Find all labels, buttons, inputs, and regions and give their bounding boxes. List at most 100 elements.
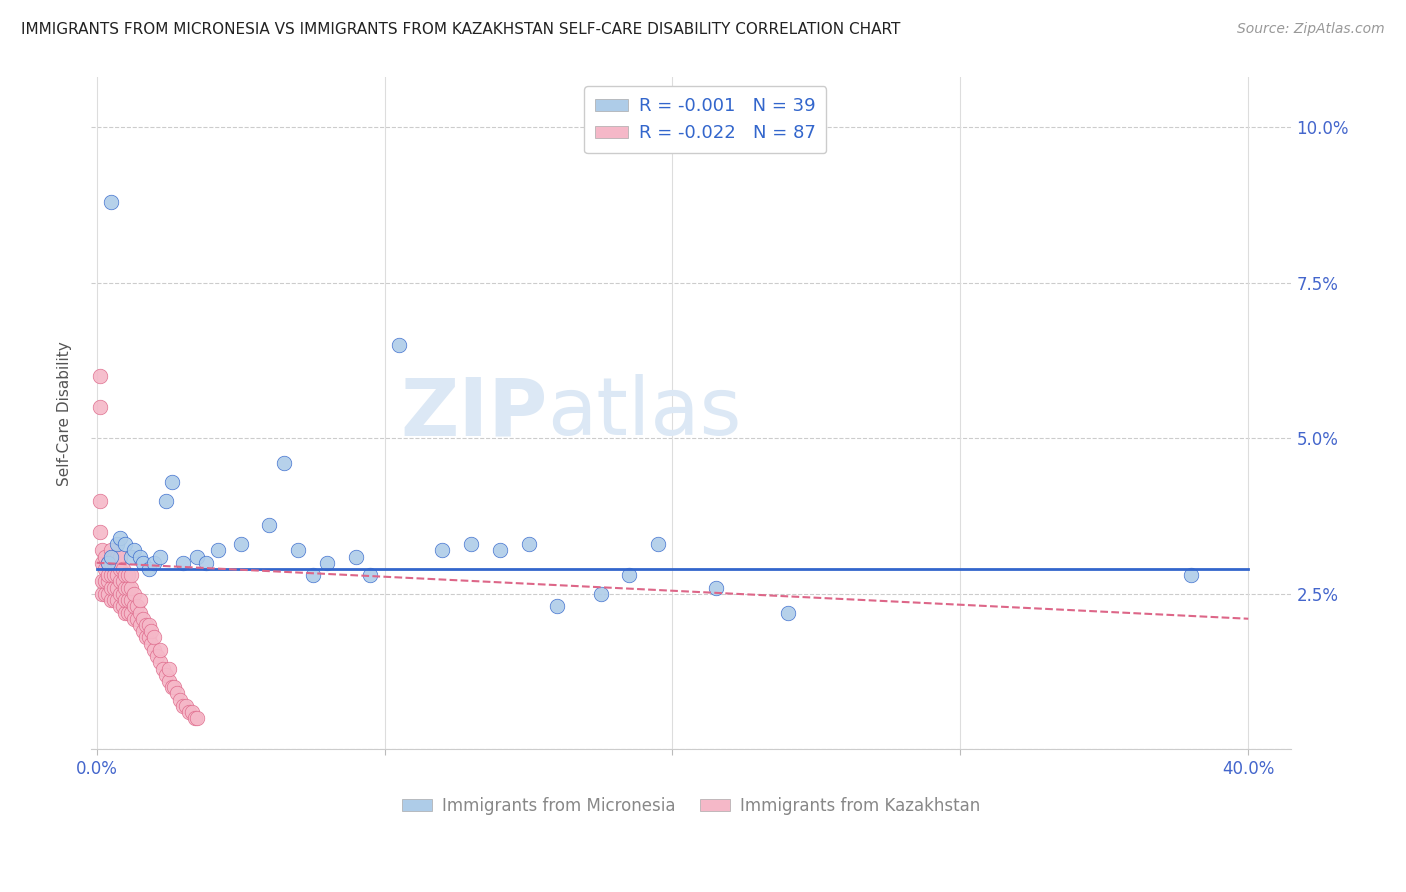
Point bbox=[128, 618, 150, 632]
Point bbox=[143, 556, 166, 570]
Point bbox=[100, 556, 122, 570]
Point bbox=[108, 531, 131, 545]
Text: Source: ZipAtlas.com: Source: ZipAtlas.com bbox=[1237, 22, 1385, 37]
Point bbox=[97, 568, 120, 582]
Point bbox=[117, 568, 139, 582]
Point bbox=[195, 556, 218, 570]
Point bbox=[91, 587, 114, 601]
Point bbox=[160, 680, 183, 694]
Point bbox=[704, 581, 727, 595]
Point bbox=[172, 698, 194, 713]
Point bbox=[143, 631, 166, 645]
Point bbox=[229, 537, 252, 551]
Point bbox=[97, 556, 120, 570]
Point bbox=[149, 655, 172, 669]
Point bbox=[183, 711, 205, 725]
Point bbox=[157, 661, 180, 675]
Point bbox=[120, 549, 142, 564]
Point bbox=[273, 456, 295, 470]
Point bbox=[132, 556, 155, 570]
Point bbox=[460, 537, 482, 551]
Point bbox=[135, 618, 157, 632]
Point bbox=[117, 593, 139, 607]
Point bbox=[122, 587, 145, 601]
Point bbox=[100, 543, 122, 558]
Point bbox=[128, 549, 150, 564]
Point bbox=[149, 549, 172, 564]
Point bbox=[430, 543, 453, 558]
Text: ZIP: ZIP bbox=[399, 375, 547, 452]
Point bbox=[100, 568, 122, 582]
Point bbox=[103, 581, 125, 595]
Legend: Immigrants from Micronesia, Immigrants from Kazakhstan: Immigrants from Micronesia, Immigrants f… bbox=[395, 790, 987, 822]
Point bbox=[120, 593, 142, 607]
Point bbox=[152, 661, 174, 675]
Point bbox=[89, 369, 111, 384]
Point bbox=[100, 194, 122, 209]
Point bbox=[120, 568, 142, 582]
Point bbox=[359, 568, 381, 582]
Point bbox=[301, 568, 323, 582]
Point bbox=[91, 543, 114, 558]
Point bbox=[155, 493, 177, 508]
Point bbox=[163, 680, 186, 694]
Point bbox=[108, 599, 131, 614]
Point bbox=[100, 581, 122, 595]
Point bbox=[120, 606, 142, 620]
Point bbox=[589, 587, 612, 601]
Point bbox=[125, 599, 148, 614]
Point bbox=[388, 338, 411, 352]
Y-axis label: Self-Care Disability: Self-Care Disability bbox=[58, 341, 72, 486]
Point bbox=[105, 537, 128, 551]
Point bbox=[125, 612, 148, 626]
Point bbox=[103, 556, 125, 570]
Point bbox=[1180, 568, 1202, 582]
Point bbox=[546, 599, 568, 614]
Point bbox=[166, 686, 188, 700]
Point bbox=[132, 612, 155, 626]
Point bbox=[120, 581, 142, 595]
Point bbox=[155, 667, 177, 681]
Point bbox=[619, 568, 641, 582]
Point bbox=[108, 587, 131, 601]
Point bbox=[105, 581, 128, 595]
Point bbox=[776, 606, 799, 620]
Point bbox=[169, 692, 191, 706]
Point bbox=[117, 581, 139, 595]
Point bbox=[143, 643, 166, 657]
Point bbox=[132, 624, 155, 639]
Point bbox=[138, 631, 160, 645]
Point bbox=[114, 581, 136, 595]
Point bbox=[141, 624, 163, 639]
Point bbox=[647, 537, 669, 551]
Point bbox=[160, 475, 183, 489]
Point bbox=[105, 549, 128, 564]
Point bbox=[517, 537, 540, 551]
Point bbox=[146, 648, 169, 663]
Point bbox=[135, 631, 157, 645]
Point bbox=[108, 549, 131, 564]
Point bbox=[488, 543, 510, 558]
Point bbox=[94, 562, 117, 576]
Point bbox=[100, 593, 122, 607]
Point bbox=[114, 606, 136, 620]
Point bbox=[128, 593, 150, 607]
Text: IMMIGRANTS FROM MICRONESIA VS IMMIGRANTS FROM KAZAKHSTAN SELF-CARE DISABILITY CO: IMMIGRANTS FROM MICRONESIA VS IMMIGRANTS… bbox=[21, 22, 900, 37]
Point bbox=[128, 606, 150, 620]
Point bbox=[94, 574, 117, 589]
Point bbox=[105, 556, 128, 570]
Point bbox=[97, 574, 120, 589]
Point bbox=[103, 549, 125, 564]
Text: atlas: atlas bbox=[547, 375, 741, 452]
Point bbox=[174, 698, 197, 713]
Point bbox=[105, 593, 128, 607]
Point bbox=[138, 562, 160, 576]
Point bbox=[111, 574, 134, 589]
Point bbox=[108, 562, 131, 576]
Point bbox=[117, 606, 139, 620]
Point bbox=[138, 618, 160, 632]
Point bbox=[97, 556, 120, 570]
Point bbox=[103, 568, 125, 582]
Point bbox=[89, 524, 111, 539]
Point bbox=[157, 673, 180, 688]
